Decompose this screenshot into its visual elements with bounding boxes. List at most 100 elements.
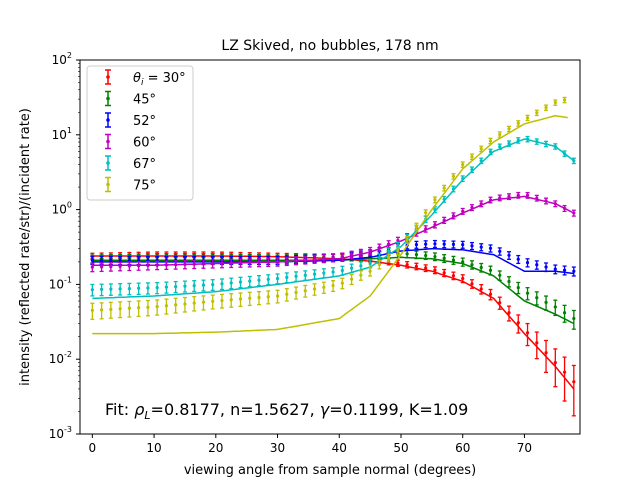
data-point [257, 278, 261, 282]
data-point [257, 295, 261, 300]
legend-entry: 45° [133, 93, 156, 108]
data-point [146, 286, 150, 290]
data-point [248, 279, 252, 283]
legend-entry: 52° [133, 114, 156, 129]
data-point [516, 257, 520, 261]
data-point [322, 256, 326, 261]
data-point [127, 258, 131, 262]
data-point [516, 121, 520, 125]
data-point [331, 270, 335, 274]
data-point [146, 305, 150, 309]
data-point [127, 306, 131, 310]
data-point [498, 145, 502, 149]
data-point [535, 341, 539, 345]
data-point [248, 261, 252, 265]
data-point [220, 282, 224, 286]
x-axis: 0 10 20 30 40 50 60 70 [89, 434, 532, 455]
data-point [350, 277, 354, 281]
data-point [470, 205, 474, 210]
data-point [174, 303, 178, 307]
legend-entry: 75° [133, 179, 156, 194]
data-point [461, 243, 465, 247]
data-point [238, 297, 243, 301]
data-point [525, 116, 530, 120]
data-point [562, 268, 567, 272]
data-point [433, 207, 437, 212]
data-point [442, 218, 446, 222]
y-tick-label: 100 [52, 201, 72, 217]
data-point [535, 139, 539, 144]
data-point [164, 263, 169, 267]
data-point [535, 263, 539, 267]
x-tick-label: 20 [208, 441, 223, 455]
data-point [572, 211, 576, 215]
data-point [387, 242, 391, 246]
data-point [544, 300, 548, 304]
data-point [211, 282, 215, 287]
data-point [572, 380, 576, 384]
data-point [553, 100, 557, 105]
data-point [470, 244, 474, 248]
data-point [238, 280, 243, 284]
data-point [488, 246, 493, 250]
data-point [100, 258, 104, 262]
data-point [201, 262, 206, 266]
data-point [368, 261, 372, 266]
data-point [562, 98, 567, 102]
data-point [118, 307, 122, 311]
data-point [414, 243, 419, 247]
data-point [572, 316, 576, 321]
data-point [396, 238, 400, 243]
data-point [451, 187, 456, 191]
data-point [137, 258, 141, 262]
data-point [303, 273, 307, 277]
data-point [525, 193, 530, 197]
data-point [507, 279, 511, 284]
data-point [544, 106, 548, 110]
data-point [498, 301, 502, 305]
data-point [553, 305, 557, 309]
data-point [90, 265, 94, 269]
y-tick-label: 102 [52, 51, 72, 67]
data-point [90, 308, 94, 312]
data-point [359, 251, 363, 255]
data-point [507, 127, 511, 131]
data-point [451, 242, 456, 246]
data-point [275, 260, 280, 264]
data-point [322, 271, 326, 275]
data-point [109, 307, 113, 311]
series-4 [90, 135, 576, 300]
data-point [498, 132, 502, 137]
y-tick-label: 10-1 [49, 275, 72, 291]
data-point [405, 263, 409, 267]
data-point [248, 296, 252, 300]
y-axis: 10-3 10-2 10-1 100 101 102 [49, 51, 80, 441]
data-point [137, 286, 141, 290]
data-point [553, 267, 557, 271]
data-point [525, 291, 530, 295]
data-point [257, 260, 261, 264]
data-point [340, 281, 344, 285]
data-point [479, 147, 483, 151]
data-point [368, 269, 372, 273]
data-point [507, 194, 511, 199]
data-point [229, 261, 233, 265]
data-point [488, 292, 493, 296]
data-point [275, 276, 280, 281]
data-point [137, 306, 141, 310]
data-point [183, 284, 187, 288]
data-point [516, 138, 520, 142]
data-point [275, 294, 280, 298]
data-point [350, 253, 354, 257]
data-point [192, 301, 196, 305]
data-point [405, 238, 409, 242]
data-point [118, 258, 122, 262]
data-point [312, 257, 317, 261]
data-point [377, 262, 381, 267]
data-point [211, 299, 215, 303]
data-point [90, 288, 94, 292]
data-point [516, 321, 520, 325]
legend-swatch-point [106, 75, 110, 79]
data-point [516, 193, 520, 197]
data-point [451, 258, 456, 262]
